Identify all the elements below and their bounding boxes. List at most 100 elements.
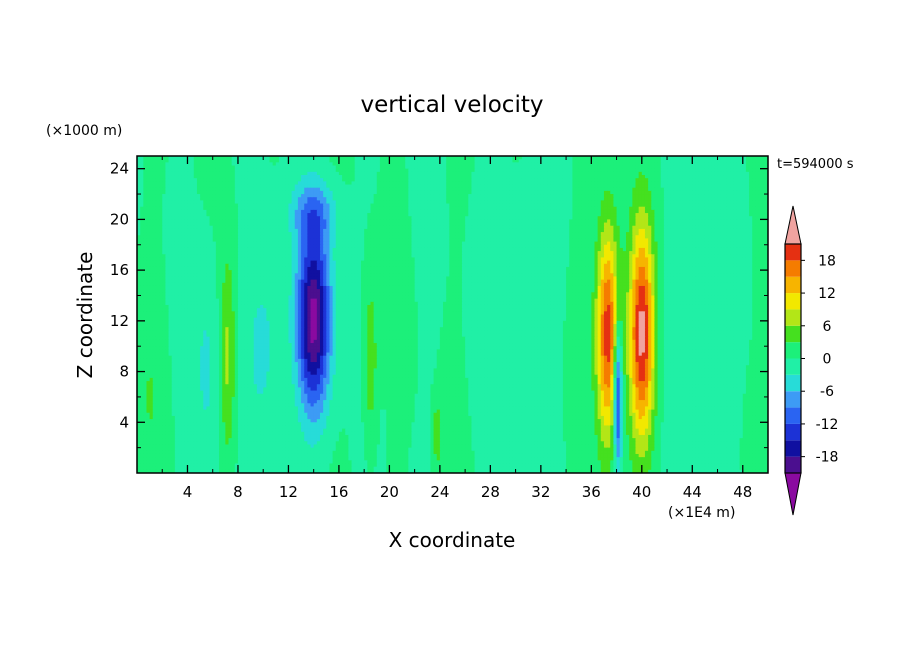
field-cell: [477, 165, 482, 170]
field-cell: [367, 178, 372, 182]
field-cell: [319, 175, 324, 179]
field-cell: [506, 162, 510, 167]
field-cell: [319, 178, 324, 182]
field-cell: [723, 178, 728, 182]
field-cell: [566, 168, 570, 173]
field-cell: [237, 175, 242, 179]
field-cell: [518, 168, 523, 173]
field-cell: [379, 181, 384, 186]
field-cell: [250, 168, 255, 173]
field-cell: [594, 168, 599, 173]
field-cell: [458, 165, 463, 170]
field-cell: [342, 156, 346, 160]
field-cell: [717, 165, 722, 170]
field-cell: [212, 156, 217, 160]
field-cell: [670, 159, 674, 163]
field-cell: [149, 159, 154, 163]
field-cell: [487, 156, 491, 160]
field-cell: [761, 159, 766, 163]
field-cell: [512, 171, 517, 176]
field-cell: [588, 178, 592, 182]
field-cell: [140, 175, 144, 179]
field-cell: [720, 156, 725, 160]
field-cell: [531, 165, 536, 170]
field-cell: [635, 162, 640, 167]
field-cell: [354, 165, 359, 170]
field-cell: [682, 175, 687, 179]
field-cell: [323, 159, 327, 163]
field-cell: [761, 175, 766, 179]
field-cell: [165, 162, 170, 167]
field-cell: [679, 175, 684, 179]
field-cell: [424, 159, 428, 163]
field-cell: [752, 165, 756, 170]
field-cell: [335, 175, 340, 179]
field-cell: [739, 165, 744, 170]
field-cell: [556, 156, 561, 160]
field-cell: [162, 178, 166, 182]
field-cell: [752, 162, 756, 167]
field-cell: [351, 178, 356, 182]
field-cell: [736, 162, 741, 167]
field-cell: [588, 175, 592, 179]
field-cell: [540, 165, 545, 170]
field-cell: [651, 168, 656, 173]
field-cell: [670, 162, 674, 167]
field-cell: [474, 159, 479, 163]
field-cell: [559, 156, 564, 160]
field-cell: [291, 181, 296, 186]
field-cell: [663, 171, 668, 176]
field-cell: [319, 162, 324, 167]
field-cell: [692, 159, 697, 163]
field-cell: [487, 165, 491, 170]
field-cell: [149, 156, 154, 160]
field-cell: [386, 156, 390, 160]
field-cell: [342, 159, 346, 163]
field-cell: [613, 168, 618, 173]
field-cell: [610, 171, 614, 176]
field-cell: [219, 165, 223, 170]
field-cell: [559, 175, 564, 179]
field-cell: [701, 178, 706, 182]
field-cell: [657, 159, 662, 163]
field-cell: [471, 178, 476, 182]
field-cell: [187, 175, 192, 179]
field-cell: [755, 165, 760, 170]
field-cell: [244, 178, 249, 182]
field-cell: [256, 178, 261, 182]
field-cell: [736, 175, 741, 179]
field-cell: [329, 171, 334, 176]
field-cell: [641, 162, 646, 167]
field-cell: [323, 156, 327, 160]
field-cell: [480, 165, 485, 170]
field-cell: [171, 181, 176, 186]
field-cell: [408, 181, 413, 186]
field-cell: [493, 159, 498, 163]
field-cell: [263, 159, 267, 163]
field-cell: [263, 175, 267, 179]
field-cell: [414, 159, 419, 163]
field-cell: [695, 159, 700, 163]
field-cell: [272, 168, 277, 173]
field-cell: [556, 171, 561, 176]
field-cell: [446, 165, 450, 170]
field-cell: [449, 178, 454, 182]
field-cell: [676, 168, 681, 173]
field-cell: [654, 168, 659, 173]
field-cell: [761, 178, 766, 182]
field-cell: [364, 178, 368, 182]
field-cell: [461, 159, 466, 163]
field-cell: [436, 165, 441, 170]
field-cell: [247, 178, 252, 182]
field-cell: [282, 165, 286, 170]
field-cell: [730, 162, 734, 167]
field-cell: [433, 156, 438, 160]
field-cell: [228, 165, 233, 170]
field-cell: [562, 156, 567, 160]
field-cell: [458, 156, 463, 160]
field-cell: [698, 178, 703, 182]
field-cell: [196, 165, 201, 170]
field-cell: [657, 171, 662, 176]
field-cell: [704, 175, 709, 179]
field-cell: [165, 159, 170, 163]
